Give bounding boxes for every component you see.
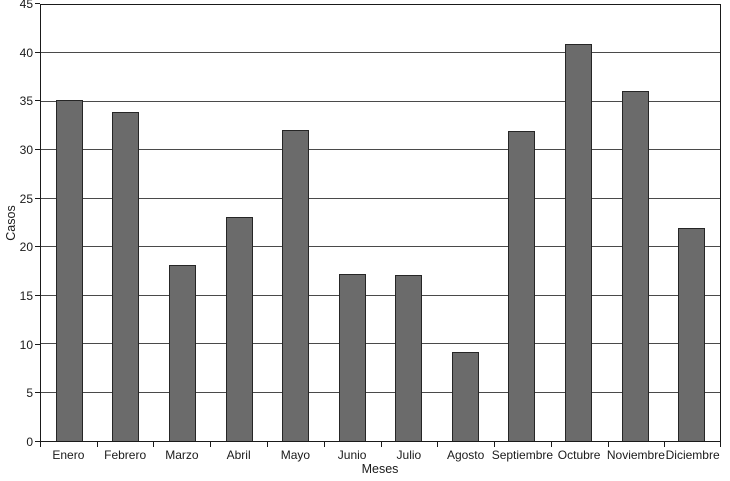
y-tick-label-10: 10 — [19, 337, 33, 352]
bar-noviembre — [621, 91, 649, 441]
x-tick-mark-5 — [323, 442, 325, 447]
x-tick-label-septiembre: Septiembre — [491, 448, 554, 462]
y-tick-mark-15 — [35, 295, 40, 297]
y-tick-label-20: 20 — [19, 240, 33, 255]
x-tick-mark-7 — [437, 442, 439, 447]
x-tick-mark-12 — [720, 442, 721, 447]
x-tick-label-febrero: Febrero — [104, 448, 147, 462]
gridline-y-30 — [41, 149, 720, 151]
x-axis: Enero Febrero Marzo Abril Mayo Junio Julio Agos… — [40, 442, 721, 481]
x-tick-mark-0 — [40, 442, 41, 447]
y-tick-label-35: 35 — [19, 94, 33, 109]
gridline-y-15 — [41, 294, 720, 296]
y-tick-mark-0 — [35, 441, 40, 442]
x-tick-label-junio: Junio — [337, 448, 367, 462]
x-tick-mark-11 — [664, 442, 666, 447]
y-axis-title: Casos — [4, 205, 18, 241]
y-tick-label-5: 5 — [26, 386, 33, 401]
x-tick-label-julio: Julio — [396, 448, 422, 462]
x-tick-mark-6 — [380, 442, 382, 447]
x-tick-label-octubre: Octubre — [557, 448, 601, 462]
y-tick-mark-10 — [35, 343, 40, 345]
x-tick-label-agosto: Agosto — [446, 448, 485, 462]
plot-area — [40, 4, 721, 442]
x-tick-label-enero: Enero — [52, 448, 85, 462]
x-tick-label-abril: Abril — [226, 448, 251, 462]
bar-agosto — [451, 351, 479, 441]
bar-abril — [225, 217, 253, 441]
gridline-y-40 — [41, 52, 720, 54]
gridline-y-25 — [41, 197, 720, 199]
x-tick-label-mayo: Mayo — [280, 448, 311, 462]
y-tick-mark-40 — [35, 51, 40, 53]
bar-diciembre — [678, 227, 706, 441]
x-axis-title: Meses — [361, 462, 399, 476]
bar-junio — [338, 274, 366, 441]
gridline-y-5 — [41, 391, 720, 393]
y-axis: 0 5 10 15 20 25 30 35 40 45 — [0, 0, 40, 448]
bar-julio — [395, 275, 423, 441]
x-tick-mark-10 — [607, 442, 609, 447]
y-tick-label-45: 45 — [19, 0, 33, 11]
y-tick-label-15: 15 — [19, 289, 33, 304]
gridline-y-35 — [41, 100, 720, 102]
x-tick-mark-1 — [96, 442, 98, 447]
y-tick-label-0: 0 — [26, 435, 33, 449]
y-tick-mark-45 — [35, 3, 40, 4]
x-tick-mark-9 — [550, 442, 552, 447]
bar-enero — [55, 99, 83, 441]
y-tick-label-40: 40 — [19, 45, 33, 60]
y-tick-mark-5 — [35, 392, 40, 394]
x-tick-label-diciembre: Diciembre — [665, 448, 720, 462]
y-tick-label-30: 30 — [19, 143, 33, 158]
x-tick-mark-2 — [153, 442, 155, 447]
bar-septiembre — [508, 130, 536, 441]
x-tick-label-marzo: Marzo — [165, 448, 199, 462]
y-tick-mark-25 — [35, 197, 40, 199]
bar-febrero — [112, 111, 140, 441]
x-tick-mark-3 — [210, 442, 212, 447]
y-tick-mark-35 — [35, 100, 40, 102]
bar-octubre — [565, 43, 593, 441]
x-tick-mark-4 — [266, 442, 268, 447]
x-tick-label-noviembre: Noviembre — [606, 448, 665, 462]
gridline-y-10 — [41, 343, 720, 345]
y-tick-mark-30 — [35, 149, 40, 151]
bar-mayo — [282, 130, 310, 441]
gridline-y-20 — [41, 246, 720, 248]
y-tick-label-25: 25 — [19, 191, 33, 206]
y-tick-mark-20 — [35, 246, 40, 248]
bar-marzo — [168, 264, 196, 441]
x-tick-mark-8 — [493, 442, 495, 447]
